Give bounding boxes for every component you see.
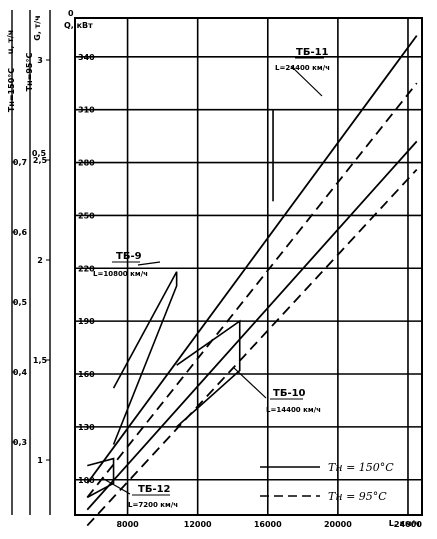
axis-label-q: Q, кВт bbox=[64, 21, 93, 30]
tick-label-q: 0 bbox=[68, 9, 74, 18]
tick-label-q: 280 bbox=[78, 159, 95, 168]
tick-label-q: 130 bbox=[78, 423, 95, 432]
annotation-tb12: ТБ-12 L=7200 км/ч bbox=[128, 484, 178, 509]
legend-label-150: Tн = 150°C bbox=[328, 461, 394, 474]
plot-frame bbox=[74, 17, 423, 516]
annotation-tb9: ТБ-9 L=10800 км/ч bbox=[93, 251, 148, 278]
tick-labels: 0 100 130 160 190 220 250 280 310 340 8000 12000 160… bbox=[12, 9, 422, 529]
tick-label-q: 220 bbox=[78, 264, 95, 273]
grid-lines bbox=[75, 18, 422, 515]
axis-label-x: L, км/ч bbox=[389, 519, 420, 528]
annotation-tb12-subtitle: L=7200 км/ч bbox=[128, 501, 178, 509]
annotation-tb10-subtitle: L=14400 км/ч bbox=[266, 406, 321, 414]
series-line-1 bbox=[86, 35, 418, 484]
tick-label-q: 250 bbox=[78, 211, 95, 220]
axis-label-tn150: Tн=150°C bbox=[7, 68, 16, 112]
tick-label-q: 160 bbox=[78, 370, 95, 379]
axis-label-u: u, т/ч bbox=[6, 30, 15, 55]
segment-ТБ-10 bbox=[176, 319, 241, 428]
annotation-tb11-leader bbox=[290, 65, 323, 97]
tick-label-tn150: 0,3 bbox=[13, 438, 27, 447]
tick-label-q: 310 bbox=[78, 106, 95, 115]
annotation-tb10-leader bbox=[232, 366, 267, 399]
series-line-2 bbox=[86, 82, 418, 498]
tick-label-tn150: 0,4 bbox=[13, 368, 28, 377]
tick-label-g: 1,5 bbox=[33, 356, 48, 365]
tick-label-g: 3 bbox=[37, 56, 43, 65]
tick-label-g: 1 bbox=[37, 456, 43, 465]
legend-label-95: Tн = 95°C bbox=[328, 490, 387, 503]
series-line-3 bbox=[86, 140, 418, 511]
annotation-tb10: ТБ-10 L=14400 км/ч bbox=[266, 388, 321, 414]
tick-label-q: 190 bbox=[78, 317, 95, 326]
tick-label-x: 24000 bbox=[394, 520, 422, 529]
tick-label-q: 340 bbox=[78, 53, 95, 62]
tick-label-x: 8000 bbox=[116, 520, 139, 529]
legend: Tн = 150°C Tн = 95°C bbox=[260, 461, 394, 503]
tick-label-g: 2,5 bbox=[33, 156, 48, 165]
tick-label-u: 0,5 bbox=[32, 149, 47, 158]
tick-label-g: 2 bbox=[37, 256, 43, 265]
annotation-tb12-title: ТБ-12 bbox=[138, 484, 171, 495]
annotation-tb11: ТБ-11 L=24400 км/ч bbox=[275, 47, 330, 72]
segment-ТБ-12 bbox=[86, 457, 115, 499]
tick-label-x: 20000 bbox=[324, 520, 352, 529]
annotation-tb10-title: ТБ-10 bbox=[273, 388, 306, 399]
annotation-tb11-title: ТБ-11 bbox=[296, 47, 329, 58]
tick-label-tn150: 0,5 bbox=[13, 298, 28, 307]
annotation-tb11-subtitle: L=24400 км/ч bbox=[275, 64, 330, 72]
tick-label-tn150: 0,7 bbox=[13, 158, 27, 167]
annotation-tb12-leader bbox=[101, 477, 131, 495]
tick-label-q: 100 bbox=[78, 476, 95, 485]
tick-label-x: 12000 bbox=[184, 520, 212, 529]
tick-label-x: 16000 bbox=[254, 520, 282, 529]
series-lines bbox=[86, 35, 418, 527]
annotations bbox=[86, 109, 274, 499]
axis-label-g: G, т/ч bbox=[33, 15, 42, 40]
segment-ТБ-9 bbox=[112, 271, 178, 445]
series-line-4 bbox=[86, 168, 418, 527]
annotation-tb9-subtitle: L=10800 км/ч bbox=[93, 270, 148, 278]
annotation-tb9-title: ТБ-9 bbox=[116, 251, 142, 262]
tick-label-tn150: 0,6 bbox=[13, 228, 28, 237]
annotation-tb9-leader bbox=[137, 261, 161, 266]
axis-label-tn95: Tн=95°C bbox=[25, 53, 34, 92]
plot-border bbox=[74, 17, 423, 516]
